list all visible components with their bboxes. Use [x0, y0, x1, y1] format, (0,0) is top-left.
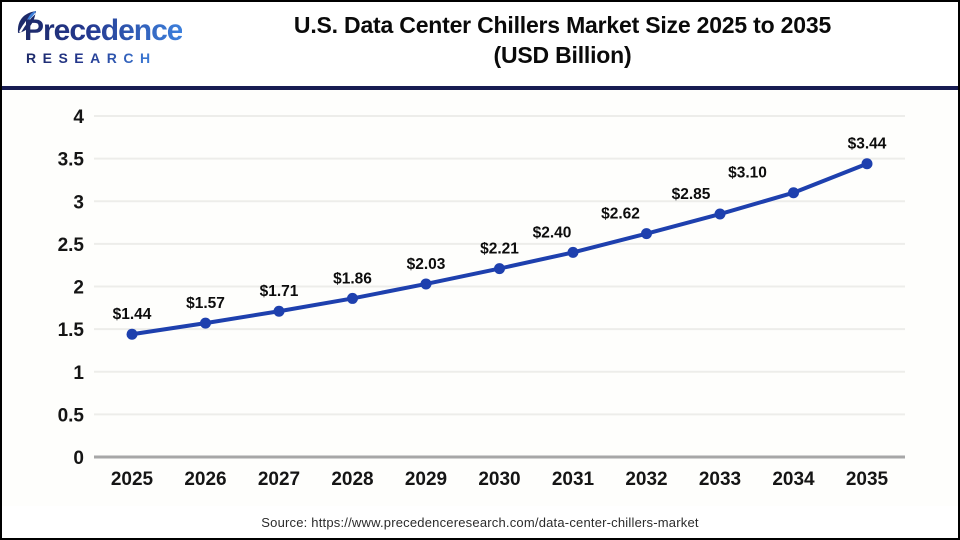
- data-point-label: $2.40: [533, 224, 572, 241]
- y-tick-label: 1: [73, 363, 84, 384]
- data-point-label: $2.21: [480, 241, 519, 258]
- y-tick-label: 1.5: [58, 320, 85, 341]
- data-point-label: $1.44: [113, 306, 152, 323]
- data-point-marker: [641, 228, 652, 240]
- x-tick-label: 2029: [405, 469, 447, 490]
- x-tick-label: 2033: [699, 469, 741, 490]
- data-point-label: $2.03: [407, 256, 446, 273]
- data-point-marker: [861, 158, 873, 170]
- chart-title-line1: U.S. Data Center Chillers Market Size 20…: [293, 12, 832, 38]
- y-tick-label: 4: [73, 107, 84, 128]
- header: Precedence RESEARCH U.S. Data Center Chi…: [2, 2, 958, 90]
- source-citation: Source: https://www.precedenceresearch.c…: [261, 515, 699, 530]
- data-point-label: $2.62: [601, 206, 640, 223]
- data-point-label: $3.44: [848, 136, 887, 153]
- data-point-marker: [788, 187, 799, 199]
- y-tick-label: 2: [73, 278, 84, 299]
- data-point-marker: [567, 246, 579, 258]
- y-tick-label: 0: [73, 448, 84, 469]
- x-tick-label: 2031: [552, 469, 595, 490]
- chart-title-line2: (USD Billion): [493, 42, 632, 68]
- x-tick-label: 2027: [258, 469, 300, 490]
- chart-area: 0 0.5 1 1.5 2 2.5 3 3.5 4 2025 2026 2027 2028 2029 203…: [2, 90, 958, 506]
- data-point-marker: [420, 278, 432, 290]
- y-tick-label: 2.5: [58, 235, 85, 256]
- x-tick-label: 2026: [184, 469, 226, 490]
- data-point-marker: [494, 263, 505, 275]
- data-point-marker: [200, 317, 211, 329]
- precedence-research-logo: Precedence RESEARCH: [16, 11, 186, 74]
- data-point-label: $1.71: [260, 283, 299, 300]
- y-tick-label: 3: [73, 192, 84, 213]
- x-tick-label: 2025: [111, 469, 154, 490]
- y-tick-label: 3.5: [58, 150, 85, 171]
- line-chart: 0 0.5 1 1.5 2 2.5 3 3.5 4 2025 2026 2027 2028 2029 203…: [58, 107, 905, 490]
- x-tick-label: 2028: [331, 469, 373, 490]
- data-point-label: $3.10: [728, 165, 767, 182]
- leaf-icon: [17, 11, 36, 33]
- y-tick-label: 0.5: [58, 405, 85, 426]
- chart-title: U.S. Data Center Chillers Market Size 20…: [167, 10, 958, 70]
- data-point-label: $1.57: [186, 295, 225, 312]
- data-point-marker: [714, 208, 726, 220]
- data-point-marker: [347, 292, 358, 304]
- x-tick-label: 2035: [846, 469, 889, 490]
- data-point-label: $1.86: [333, 270, 372, 287]
- data-point-marker: [273, 305, 285, 317]
- data-point-marker: [126, 328, 138, 340]
- data-point-label: $2.85: [672, 186, 711, 203]
- logo-subtitle: RESEARCH: [26, 50, 157, 66]
- logo-name: Precedence: [24, 14, 183, 47]
- x-tick-label: 2034: [772, 469, 815, 490]
- x-tick-label: 2032: [625, 469, 667, 490]
- x-tick-label: 2030: [478, 469, 520, 490]
